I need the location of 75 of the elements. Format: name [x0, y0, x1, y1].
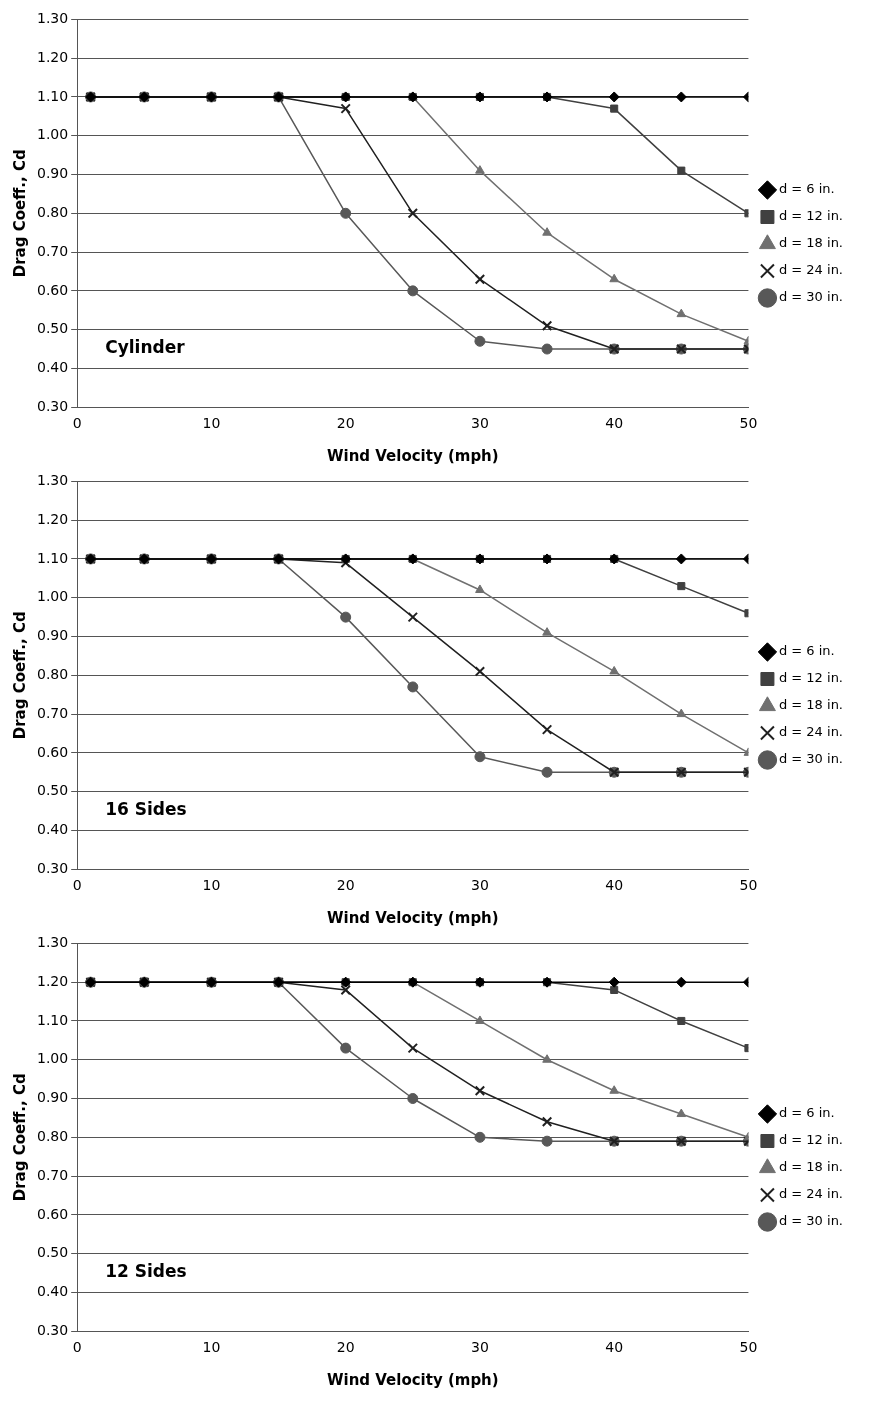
legend-label: d = 18 in.: [778, 697, 844, 713]
y-tick-label: 0.90: [37, 165, 69, 182]
x-tick-label: 10: [202, 415, 221, 432]
x-tick-label: 20: [336, 1339, 355, 1356]
y-tick-label: 0.70: [37, 704, 69, 721]
y-tick-label: 1.20: [37, 510, 69, 527]
y-tick-label: 0.50: [37, 782, 69, 799]
y-tick-label: 1.20: [37, 972, 69, 989]
legend-label: d = 30 in.: [778, 1213, 844, 1229]
y-tick-label: 0.60: [37, 743, 69, 760]
y-tick-label: 1.10: [37, 549, 69, 566]
x-tick-label: 30: [471, 1339, 489, 1356]
x-tick-label: 50: [739, 877, 758, 894]
x-tick-label: 0: [72, 415, 82, 432]
legend-label: d = 12 in.: [778, 1132, 844, 1148]
y-tick-label: 1.10: [37, 1011, 69, 1028]
legend-label: d = 30 in.: [778, 751, 844, 767]
x-tick-label: 30: [471, 877, 489, 894]
x-axis-title: Wind Velocity (mph): [326, 908, 499, 927]
legend-label: d = 24 in.: [778, 724, 844, 740]
x-tick-label: 10: [202, 1339, 221, 1356]
x-axis-title: Wind Velocity (mph): [326, 1370, 499, 1389]
x-tick-label: 0: [72, 877, 82, 894]
y-tick-label: 1.30: [37, 934, 69, 951]
legend-label: d = 18 in.: [778, 235, 844, 251]
y-tick-label: 1.30: [37, 472, 69, 489]
y-tick-label: 0.40: [37, 359, 69, 376]
y-axis-title: Drag Coeff., Cd: [10, 149, 29, 278]
legend-label: d = 24 in.: [778, 1186, 844, 1202]
y-tick-label: 0.30: [37, 397, 69, 414]
y-tick-label: 0.70: [37, 1166, 69, 1183]
y-tick-label: 1.30: [37, 10, 69, 27]
x-tick-label: 40: [605, 415, 624, 432]
legend-label: d = 6 in.: [778, 643, 835, 659]
x-tick-label: 0: [72, 1339, 82, 1356]
y-tick-label: 0.40: [37, 821, 69, 838]
y-tick-label: 0.60: [37, 1205, 69, 1222]
y-tick-label: 0.50: [37, 320, 69, 337]
y-tick-label: 0.40: [37, 1283, 69, 1300]
y-tick-label: 0.90: [37, 1089, 69, 1106]
y-tick-label: 1.20: [37, 48, 69, 65]
y-tick-label: 0.50: [37, 1244, 69, 1261]
y-tick-label: 0.60: [37, 281, 69, 298]
annotation: 12 Sides: [105, 1261, 187, 1282]
y-axis-title: Drag Coeff., Cd: [10, 1073, 29, 1202]
x-tick-label: 10: [202, 877, 221, 894]
x-tick-label: 30: [471, 415, 489, 432]
y-tick-label: 1.00: [37, 126, 69, 143]
x-tick-label: 50: [739, 415, 758, 432]
legend-label: d = 6 in.: [778, 1105, 835, 1121]
legend-label: d = 12 in.: [778, 670, 844, 686]
x-tick-label: 40: [605, 877, 624, 894]
annotation: Cylinder: [105, 337, 186, 358]
y-tick-label: 0.80: [37, 1127, 69, 1144]
x-tick-label: 40: [605, 1339, 624, 1356]
legend-label: d = 12 in.: [778, 208, 844, 224]
y-tick-label: 0.70: [37, 242, 69, 259]
x-tick-label: 20: [336, 877, 355, 894]
y-tick-label: 1.10: [37, 87, 69, 104]
x-tick-label: 20: [336, 415, 355, 432]
legend-label: d = 18 in.: [778, 1159, 844, 1175]
y-axis-title: Drag Coeff., Cd: [10, 611, 29, 740]
x-tick-label: 50: [739, 1339, 758, 1356]
legend-label: d = 6 in.: [778, 181, 835, 197]
legend-label: d = 30 in.: [778, 289, 844, 305]
y-tick-label: 1.00: [37, 588, 69, 605]
annotation: 16 Sides: [105, 799, 187, 820]
legend-label: d = 24 in.: [778, 262, 844, 278]
y-tick-label: 0.80: [37, 203, 69, 220]
y-tick-label: 0.30: [37, 859, 69, 876]
y-tick-label: 0.90: [37, 627, 69, 644]
y-tick-label: 0.80: [37, 665, 69, 682]
x-axis-title: Wind Velocity (mph): [326, 446, 499, 465]
y-tick-label: 0.30: [37, 1321, 69, 1338]
y-tick-label: 1.00: [37, 1050, 69, 1067]
